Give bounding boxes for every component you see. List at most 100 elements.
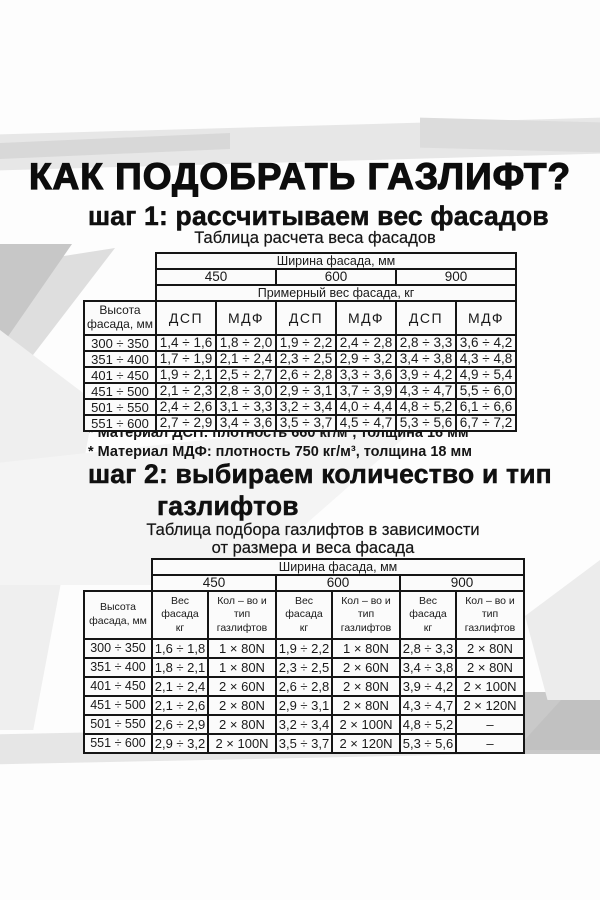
step2-heading: шаг 2: выбираем количество и тип газлифт… — [88, 459, 558, 523]
table-cell: 2 × 80N — [331, 676, 401, 697]
table-cell: 1 × 80N — [207, 638, 277, 659]
table-row: 300 ÷ 350 1,6 ÷ 1,8 1 × 80N 1,9 ÷ 2,2 1 × 80… — [83, 638, 525, 659]
table-cell: 4,8 ÷ 5,2 — [399, 714, 457, 735]
table-cell: 4,0 ÷ 4,4 — [335, 398, 397, 416]
table-cell: 1,8 ÷ 2,1 — [151, 657, 209, 678]
material-col-header: ДСП — [395, 300, 457, 336]
row-height-range: 551 ÷ 600 — [83, 414, 157, 432]
table-cell: 1,9 ÷ 2,2 — [275, 638, 333, 659]
row-height-range: 300 ÷ 350 — [83, 334, 157, 352]
table2-caption: Таблица подбора газлифтов в зависимости … — [20, 521, 600, 558]
table-cell: 2 × 80N — [207, 695, 277, 716]
facade-weight-table: Ширина фасада, мм 450 600 900 Примерный … — [83, 252, 517, 432]
row-height-range: 300 ÷ 350 — [83, 638, 153, 659]
width-value-600: 600 — [275, 268, 397, 286]
table-cell: 2,4 ÷ 2,6 — [155, 398, 217, 416]
table-row: 501 ÷ 550 2,4 ÷ 2,6 3,1 ÷ 3,3 3,2 ÷ 3,4 4,0 … — [83, 398, 517, 416]
qty-type-col-header: Кол – во и тип газлифтов — [207, 590, 277, 640]
row-height-range: 501 ÷ 550 — [83, 714, 153, 735]
table-cell: 2,8 ÷ 3,3 — [395, 334, 457, 352]
material-col-header: ДСП — [275, 300, 337, 336]
table-cell: 2,3 ÷ 2,5 — [275, 350, 337, 368]
qty-type-col-header: Кол – во и тип газлифтов — [455, 590, 525, 640]
table-cell: 2,9 ÷ 3,2 — [151, 733, 209, 754]
table-cell: 2 × 60N — [207, 676, 277, 697]
row-height-range: 451 ÷ 500 — [83, 695, 153, 716]
table-cell: 1 × 80N — [331, 638, 401, 659]
step1-heading: шаг 1: рассчитываем вес фасадов — [88, 201, 549, 231]
table-cell: 2 × 80N — [207, 714, 277, 735]
table-cell: 1,4 ÷ 1,6 — [155, 334, 217, 352]
table-cell: 2 × 80N — [455, 638, 525, 659]
table-cell: 4,8 ÷ 5,2 — [395, 398, 457, 416]
table-cell: 3,2 ÷ 3,4 — [275, 398, 337, 416]
table-row: 401 ÷ 450 1,9 ÷ 2,1 2,5 ÷ 2,7 2,6 ÷ 2,8 3,3 … — [83, 366, 517, 384]
table-cell: 6,1 ÷ 6,6 — [455, 398, 517, 416]
row-height-range: 351 ÷ 400 — [83, 350, 157, 368]
table-cell: 3,1 ÷ 3,3 — [215, 398, 277, 416]
table-row: 451 ÷ 500 2,1 ÷ 2,3 2,8 ÷ 3,0 2,9 ÷ 3,1 3,7 … — [83, 382, 517, 400]
table2-corner-spacer — [84, 559, 152, 575]
table-cell: 2 × 120N — [331, 733, 401, 754]
row-height-range: 551 ÷ 600 — [83, 733, 153, 754]
table-cell: 2,6 ÷ 2,8 — [275, 676, 333, 697]
table2-corner-spacer — [84, 575, 152, 591]
qty-type-col-header: Кол – во и тип газлифтов — [331, 590, 401, 640]
table1-caption: Таблица расчета веса фасадов — [194, 229, 436, 247]
height-column-header: Высота фасада, мм — [83, 590, 153, 640]
table-cell: 3,9 ÷ 4,2 — [395, 366, 457, 384]
table-cell: 3,3 ÷ 3,6 — [335, 366, 397, 384]
table-row: 351 ÷ 400 1,7 ÷ 1,9 2,1 ÷ 2,4 2,3 ÷ 2,5 2,9 … — [83, 350, 517, 368]
table-cell: 3,5 ÷ 3,7 — [275, 414, 337, 432]
table-cell: 5,3 ÷ 5,6 — [395, 414, 457, 432]
table-cell: 3,4 ÷ 3,6 — [215, 414, 277, 432]
table-cell: 3,5 ÷ 3,7 — [275, 733, 333, 754]
table-cell: 2 × 120N — [455, 695, 525, 716]
table-cell: 2,9 ÷ 3,1 — [275, 695, 333, 716]
width-value-900: 900 — [395, 268, 517, 286]
table-cell: 4,3 ÷ 4,7 — [399, 695, 457, 716]
table2-caption-line1: Таблица подбора газлифтов в зависимости — [146, 521, 480, 539]
width-value-600: 600 — [275, 574, 401, 592]
row-height-range: 351 ÷ 400 — [83, 657, 153, 678]
table2-caption-line2: от размера и веса фасада — [211, 539, 415, 558]
table2-width-header: Ширина фасада, мм — [151, 558, 525, 576]
table-cell: 3,2 ÷ 3,4 — [275, 714, 333, 735]
table-cell: 4,3 ÷ 4,7 — [395, 382, 457, 400]
row-height-range: 401 ÷ 450 — [83, 676, 153, 697]
table-row: 401 ÷ 450 2,1 ÷ 2,4 2 × 60N 2,6 ÷ 2,8 2 × 80… — [83, 676, 525, 697]
table-cell: 2 × 100N — [455, 676, 525, 697]
row-height-range: 401 ÷ 450 — [83, 366, 157, 384]
table-cell: 4,9 ÷ 5,4 — [455, 366, 517, 384]
table-cell: 2,1 ÷ 2,3 — [155, 382, 217, 400]
table-cell: 1,6 ÷ 1,8 — [151, 638, 209, 659]
table-cell: 2,6 ÷ 2,8 — [275, 366, 337, 384]
table-cell: 4,3 ÷ 4,8 — [455, 350, 517, 368]
table-cell: 1 × 80N — [207, 657, 277, 678]
table-cell: 2 × 100N — [331, 714, 401, 735]
table-cell: 3,4 ÷ 3,8 — [395, 350, 457, 368]
table-cell: – — [455, 733, 525, 754]
note-mdf: * Материал МДФ: плотность 750 кг/м³, тол… — [88, 443, 472, 460]
height-column-header: Высота фасада, мм — [83, 300, 157, 336]
table1-corner-spacer — [84, 285, 156, 301]
width-value-450: 450 — [155, 268, 277, 286]
table-cell: 3,6 ÷ 4,2 — [455, 334, 517, 352]
table-cell: 1,7 ÷ 1,9 — [155, 350, 217, 368]
table-cell: 2,4 ÷ 2,8 — [335, 334, 397, 352]
material-col-header: ДСП — [155, 300, 217, 336]
table-cell: 5,5 ÷ 6,0 — [455, 382, 517, 400]
row-height-range: 501 ÷ 550 — [83, 398, 157, 416]
table-cell: 2 × 80N — [455, 657, 525, 678]
table-cell: 2 × 100N — [207, 733, 277, 754]
table-cell: 4,5 ÷ 4,7 — [335, 414, 397, 432]
table-cell: – — [455, 714, 525, 735]
table-row: 551 ÷ 600 2,9 ÷ 3,2 2 × 100N 3,5 ÷ 3,7 2 × 1… — [83, 733, 525, 754]
table-cell: 1,9 ÷ 2,1 — [155, 366, 217, 384]
table-cell: 2,9 ÷ 3,2 — [335, 350, 397, 368]
table-cell: 2,9 ÷ 3,1 — [275, 382, 337, 400]
table-cell: 2,8 ÷ 3,3 — [399, 638, 457, 659]
step2-heading-line2: газлифтов — [157, 490, 299, 521]
weight-col-header: Вес фасада кг — [275, 590, 333, 640]
material-col-header: МДФ — [215, 300, 277, 336]
